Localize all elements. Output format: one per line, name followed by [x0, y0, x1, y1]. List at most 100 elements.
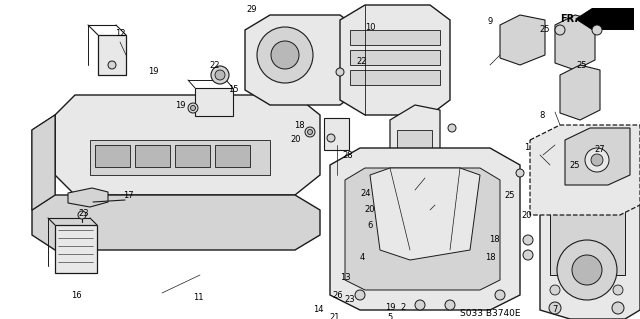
Polygon shape	[340, 5, 450, 115]
Bar	[175, 145, 210, 167]
Text: 20: 20	[291, 136, 301, 145]
Circle shape	[211, 66, 229, 84]
Text: 7: 7	[552, 306, 557, 315]
Circle shape	[355, 290, 365, 300]
Bar	[55, 225, 97, 273]
Circle shape	[108, 61, 116, 69]
Text: 11: 11	[193, 293, 204, 302]
Circle shape	[327, 134, 335, 142]
Polygon shape	[575, 8, 592, 30]
Circle shape	[550, 285, 560, 295]
Circle shape	[523, 235, 533, 245]
Circle shape	[78, 211, 86, 219]
Text: FR.: FR.	[560, 14, 578, 24]
Polygon shape	[530, 125, 640, 215]
Circle shape	[555, 25, 565, 35]
Circle shape	[549, 302, 561, 314]
Text: 1: 1	[524, 144, 530, 152]
Circle shape	[585, 148, 609, 172]
Circle shape	[591, 154, 603, 166]
Text: 19: 19	[385, 303, 396, 313]
Text: 10: 10	[365, 24, 375, 33]
Circle shape	[257, 27, 313, 83]
Circle shape	[307, 130, 312, 135]
Text: 18: 18	[294, 121, 304, 130]
Text: 28: 28	[342, 151, 353, 160]
Text: 26: 26	[333, 291, 343, 300]
Circle shape	[445, 300, 455, 310]
Circle shape	[305, 127, 315, 137]
Bar	[95, 145, 130, 167]
Polygon shape	[540, 158, 640, 319]
Text: 22: 22	[210, 61, 220, 70]
Text: 2: 2	[401, 303, 406, 313]
Bar	[375, 165, 430, 200]
Polygon shape	[365, 150, 440, 215]
Circle shape	[191, 106, 195, 110]
Bar	[550, 185, 625, 275]
Circle shape	[336, 68, 344, 76]
Polygon shape	[68, 188, 108, 207]
Text: 14: 14	[313, 306, 323, 315]
Bar	[195, 88, 233, 116]
Polygon shape	[345, 168, 500, 290]
Text: 5: 5	[387, 314, 392, 319]
Polygon shape	[32, 195, 320, 250]
Circle shape	[415, 300, 425, 310]
Circle shape	[271, 41, 299, 69]
Text: 4: 4	[360, 253, 365, 262]
Circle shape	[495, 290, 505, 300]
Circle shape	[612, 302, 624, 314]
Text: 18: 18	[489, 235, 499, 244]
Circle shape	[448, 124, 456, 132]
Polygon shape	[330, 148, 520, 310]
Bar	[215, 145, 250, 167]
Circle shape	[592, 25, 602, 35]
Text: 23: 23	[345, 295, 355, 305]
Text: 25: 25	[540, 26, 550, 34]
Text: 24: 24	[361, 189, 371, 197]
Bar	[350, 30, 440, 45]
Text: 22: 22	[356, 57, 367, 66]
Text: 23: 23	[79, 210, 90, 219]
Bar	[592, 8, 634, 30]
Text: 17: 17	[123, 191, 133, 201]
Polygon shape	[55, 95, 320, 195]
Text: 12: 12	[115, 28, 125, 38]
Bar	[98, 35, 126, 75]
Text: 20: 20	[522, 211, 532, 219]
Circle shape	[516, 169, 524, 177]
Bar	[324, 118, 349, 150]
Polygon shape	[370, 168, 480, 260]
Text: 25: 25	[577, 61, 588, 70]
Bar	[90, 140, 270, 175]
Circle shape	[613, 285, 623, 295]
Polygon shape	[245, 15, 360, 105]
Text: 21: 21	[330, 314, 340, 319]
Bar	[135, 145, 170, 167]
Polygon shape	[500, 15, 545, 65]
Text: S033 B3740E: S033 B3740E	[460, 308, 520, 317]
Bar	[397, 130, 432, 160]
Polygon shape	[390, 105, 440, 175]
Text: 27: 27	[595, 145, 605, 154]
Text: 19: 19	[148, 68, 158, 77]
Polygon shape	[32, 115, 55, 210]
Polygon shape	[32, 115, 55, 210]
Text: 25: 25	[570, 160, 580, 169]
Text: 13: 13	[340, 273, 350, 283]
Text: 18: 18	[484, 254, 495, 263]
Circle shape	[215, 70, 225, 80]
Bar	[350, 50, 440, 65]
Text: 29: 29	[247, 5, 257, 14]
Circle shape	[523, 250, 533, 260]
Polygon shape	[560, 65, 600, 120]
Bar	[350, 70, 440, 85]
Text: 6: 6	[367, 220, 372, 229]
Text: 20: 20	[365, 205, 375, 214]
Circle shape	[188, 103, 198, 113]
Text: 25: 25	[505, 190, 515, 199]
Text: 15: 15	[228, 85, 238, 94]
Polygon shape	[555, 15, 595, 70]
Polygon shape	[565, 128, 630, 185]
